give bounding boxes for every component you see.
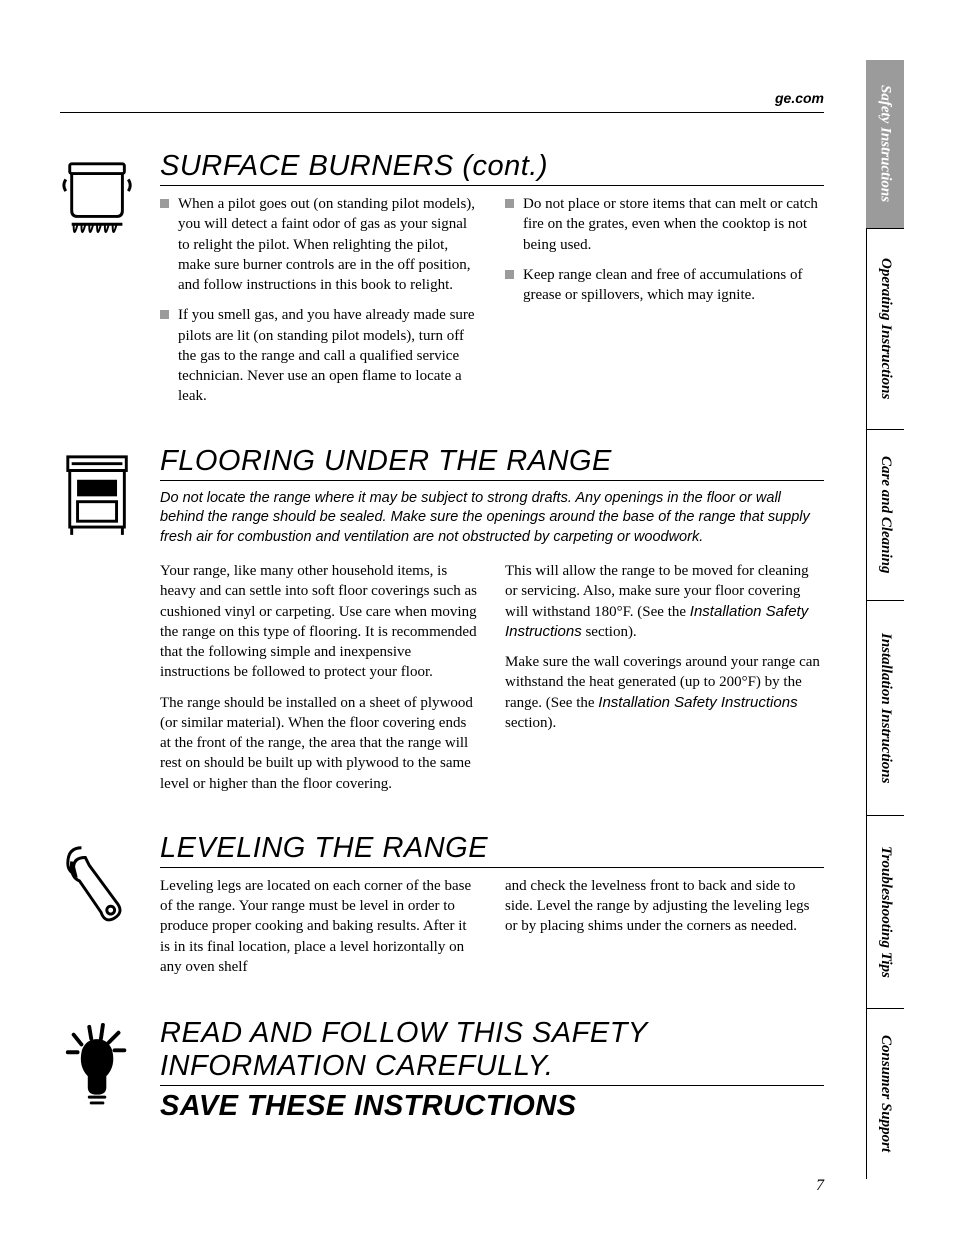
flooring-right-p2: Make sure the wall coverings around your… bbox=[505, 652, 824, 733]
leveling-left: Leveling legs are located on each corner… bbox=[160, 876, 479, 977]
flooring-intro: Do not locate the range where it may be … bbox=[160, 489, 824, 548]
pot-on-burner-icon bbox=[60, 156, 138, 244]
page-content: SURFACE BURNERS (cont.) When a pilot goe… bbox=[60, 150, 824, 1151]
tab-operating-instructions[interactable]: Operating Instructions bbox=[866, 229, 904, 429]
tab-safety-instructions[interactable]: Safety Instructions bbox=[866, 60, 904, 228]
save-instructions: SAVE THESE INSTRUCTIONS bbox=[160, 1090, 824, 1123]
burners-left-bullets: When a pilot goes out (on standing pilot… bbox=[160, 194, 479, 407]
section-flooring: FLOORING UNDER THE RANGE Do not locate t… bbox=[60, 445, 824, 804]
flooring-title: FLOORING UNDER THE RANGE bbox=[160, 445, 824, 481]
burners-right-bullets: Do not place or store items that can mel… bbox=[505, 194, 824, 305]
safety-title: READ AND FOLLOW THIS SAFETY INFORMATION … bbox=[160, 1017, 824, 1086]
leveling-right: and check the levelness front to back an… bbox=[505, 876, 824, 937]
side-tabs: Safety Instructions Operating Instructio… bbox=[866, 60, 904, 1180]
list-item: When a pilot goes out (on standing pilot… bbox=[160, 194, 479, 295]
flooring-right-p1: This will allow the range to be moved fo… bbox=[505, 561, 824, 642]
header-url: ge.com bbox=[775, 90, 824, 106]
tab-troubleshooting-tips[interactable]: Troubleshooting Tips bbox=[866, 816, 904, 1008]
flooring-left-p2: The range should be installed on a sheet… bbox=[160, 693, 479, 794]
header-rule bbox=[60, 112, 824, 113]
lightbulb-alert-icon bbox=[60, 1023, 138, 1111]
leveling-title: LEVELING THE RANGE bbox=[160, 832, 824, 868]
section-surface-burners: SURFACE BURNERS (cont.) When a pilot goe… bbox=[60, 150, 824, 417]
list-item: Do not place or store items that can mel… bbox=[505, 194, 824, 255]
page-number: 7 bbox=[816, 1177, 824, 1195]
flooring-left-p1: Your range, like many other household it… bbox=[160, 561, 479, 683]
tab-consumer-support[interactable]: Consumer Support bbox=[866, 1009, 904, 1179]
section-safety: READ AND FOLLOW THIS SAFETY INFORMATION … bbox=[60, 1017, 824, 1123]
list-item: Keep range clean and free of accumulatio… bbox=[505, 265, 824, 306]
list-item: If you smell gas, and you have already m… bbox=[160, 305, 479, 406]
range-icon bbox=[60, 451, 138, 539]
surface-burners-title: SURFACE BURNERS (cont.) bbox=[160, 150, 824, 186]
tab-care-and-cleaning[interactable]: Care and Cleaning bbox=[866, 430, 904, 600]
wrench-icon bbox=[60, 838, 138, 926]
section-leveling: LEVELING THE RANGE Leveling legs are loc… bbox=[60, 832, 824, 987]
tab-installation-instructions[interactable]: Installation Instructions bbox=[866, 601, 904, 815]
